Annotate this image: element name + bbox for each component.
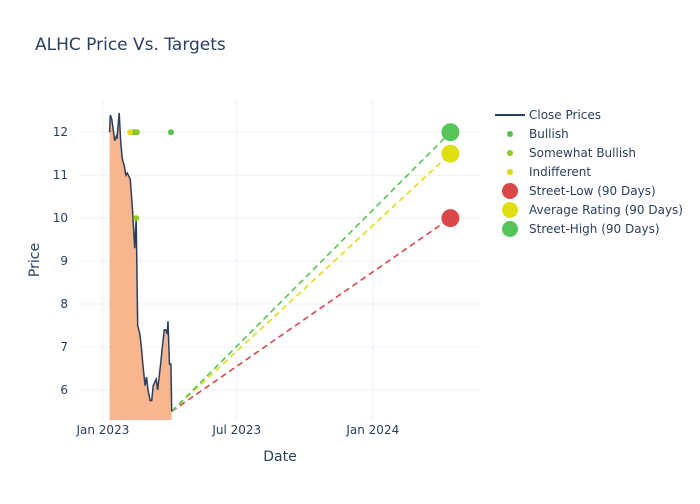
y-tick-label: 12 (53, 125, 68, 139)
y-tick-label: 10 (53, 211, 68, 225)
legend-label[interactable]: Average Rating (90 Days) (529, 203, 683, 217)
legend-label[interactable]: Somewhat Bullish (529, 146, 636, 160)
legend-label[interactable]: Street-High (90 Days) (529, 222, 660, 236)
legend-label[interactable]: Bullish (529, 127, 569, 141)
y-tick-label: 8 (60, 297, 68, 311)
y-axis-title: Price (27, 243, 43, 277)
y-tick-label: 11 (53, 168, 68, 182)
y-tick-label: 7 (60, 340, 68, 354)
rating-point[interactable] (167, 129, 174, 136)
target-line (171, 131, 451, 412)
rating-point[interactable] (127, 129, 134, 136)
legend-label[interactable]: Close Prices (529, 108, 601, 122)
legend-swatch-marker (502, 221, 518, 237)
y-tick-label: 9 (60, 254, 68, 268)
rating-point[interactable] (133, 215, 140, 222)
target-marker[interactable] (441, 123, 460, 142)
target-line (171, 217, 451, 413)
y-tick-label: 6 (60, 383, 68, 397)
x-axis-ticks: Jan 2023 Jul 2023 Jan 2024 (75, 423, 399, 437)
legend-swatch-dot (507, 131, 513, 137)
plot-area (108, 112, 460, 421)
legend-label[interactable]: Indifferent (529, 165, 591, 179)
target-line (171, 153, 451, 412)
legend-swatch-marker (502, 202, 518, 218)
legend-swatch-dot (507, 169, 513, 175)
legend-swatch-dot (507, 150, 513, 156)
x-tick-label: Jul 2023 (211, 423, 261, 437)
legend-swatch-marker (502, 183, 518, 199)
close-price-area (109, 112, 172, 421)
x-tick-label: Jan 2023 (75, 423, 129, 437)
target-marker[interactable] (441, 209, 460, 228)
rating-point[interactable] (133, 129, 140, 136)
x-tick-label: Jan 2024 (345, 423, 399, 437)
close-price-line (108, 112, 173, 412)
legend-label[interactable]: Street-Low (90 Days) (529, 184, 656, 198)
x-axis-title: Date (263, 449, 296, 465)
y-axis-ticks: 6 7 8 9 10 11 12 (53, 125, 68, 397)
legend[interactable]: Close Prices Bullish Somewhat Bullish Indif… (495, 108, 683, 237)
target-marker[interactable] (441, 144, 460, 163)
chart-title: ALHC Price Vs. Targets (35, 35, 226, 55)
